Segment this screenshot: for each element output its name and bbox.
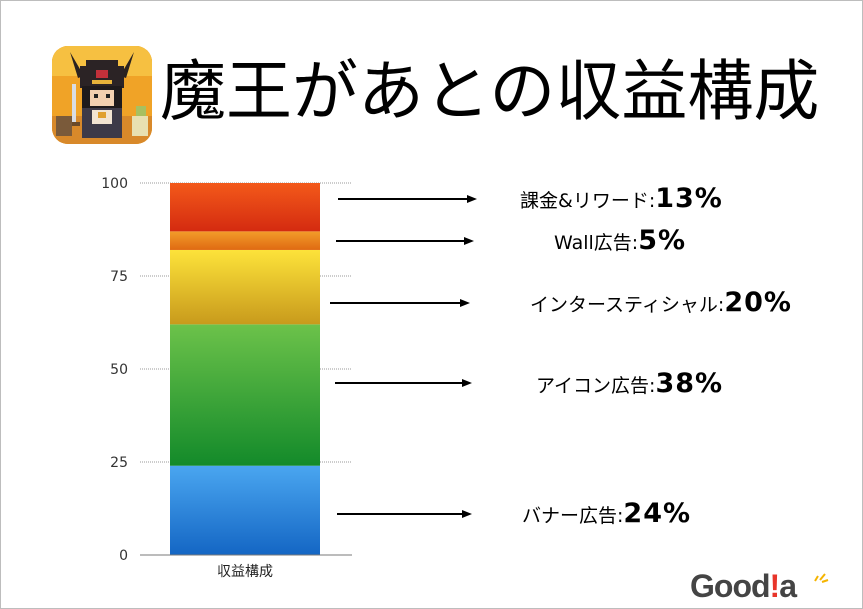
- arrow-head-1: [462, 379, 472, 387]
- series-percent: 13%: [655, 183, 723, 214]
- series-label-1: アイコン広告:38%: [536, 368, 723, 399]
- y-tick-label-0: 0: [119, 548, 128, 564]
- series-percent: 38%: [655, 368, 724, 399]
- bar-segment-1: [170, 324, 320, 466]
- series-name: 課金&リワード:: [520, 190, 656, 212]
- demon-king-pixel-icon: [52, 46, 152, 144]
- arrow-head-3: [464, 237, 474, 245]
- series-percent: 5%: [638, 225, 687, 256]
- arrow-head-4: [467, 195, 477, 203]
- logo-text-main: Good: [690, 568, 771, 604]
- y-tick-label-50: 50: [110, 362, 128, 378]
- series-label-0: バナー広告:24%: [522, 498, 691, 529]
- logo-text-bang: !: [769, 568, 781, 604]
- arrow-head-0: [462, 510, 472, 518]
- series-percent: 24%: [623, 498, 692, 529]
- series-percent: 20%: [724, 287, 792, 318]
- app-icon: [52, 46, 152, 144]
- bar-segment-4: [170, 183, 320, 232]
- bar-segment-0: [170, 465, 320, 555]
- series-name: インタースティシャル:: [530, 294, 725, 316]
- series-name: バナー広告:: [522, 505, 624, 527]
- y-tick-label-75: 75: [110, 269, 128, 285]
- goodia-logo: Good!a: [690, 568, 797, 605]
- arrow-head-2: [460, 299, 470, 307]
- logo-spark-icon: [814, 573, 829, 583]
- y-tick-label-25: 25: [110, 455, 128, 471]
- series-label-3: Wall広告:5%: [554, 225, 686, 256]
- series-name: アイコン広告:: [536, 375, 656, 397]
- series-label-4: 課金&リワード:13%: [520, 183, 723, 214]
- series-name: Wall広告:: [554, 232, 639, 254]
- page-title: 魔王があとの収益構成: [160, 53, 820, 130]
- x-category-label: 収益構成: [217, 564, 273, 580]
- bar-segment-2: [170, 249, 320, 325]
- logo-text-end: a: [779, 568, 797, 604]
- y-tick-label-100: 100: [101, 176, 128, 192]
- series-label-2: インタースティシャル:20%: [530, 287, 792, 318]
- bar-segment-3: [170, 231, 320, 250]
